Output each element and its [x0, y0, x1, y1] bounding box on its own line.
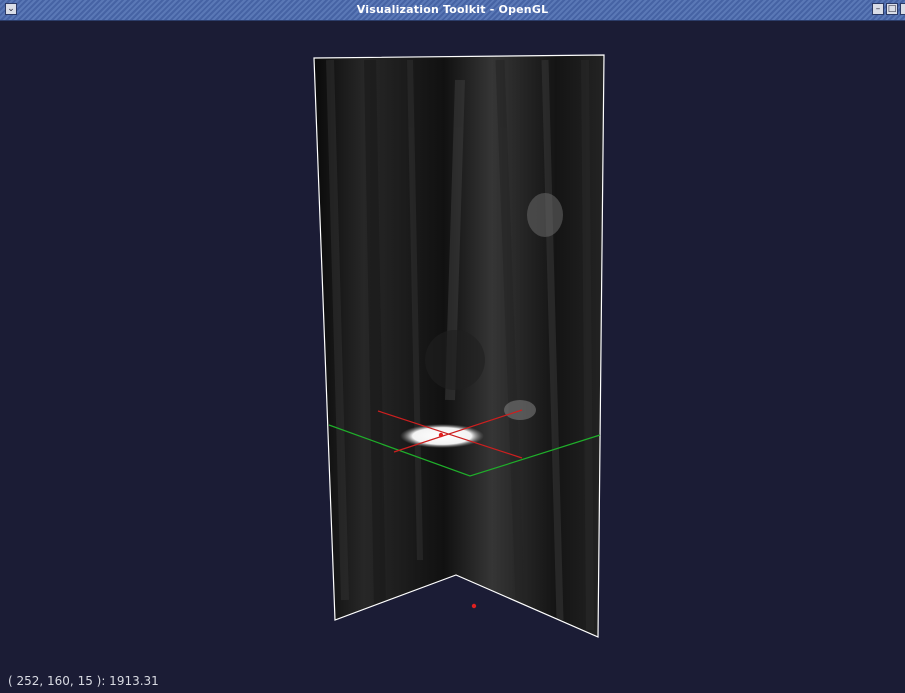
- marker-point: [471, 603, 477, 609]
- maximize-button[interactable]: □: [886, 3, 898, 15]
- chevron-down-icon: ⌄: [7, 4, 15, 14]
- window-menu-button[interactable]: ⌄: [5, 3, 17, 15]
- cursor-axis-line-b: [393, 409, 523, 453]
- probe-value-readout: ( 252, 160, 15 ): 1913.31: [8, 674, 159, 688]
- image-slice-plane[interactable]: [300, 50, 620, 650]
- cursor-point: [438, 432, 444, 438]
- minimize-button[interactable]: –: [872, 3, 884, 15]
- maximize-icon: □: [887, 4, 897, 14]
- title-bar[interactable]: ⌄ Visualization Toolkit - OpenGL – □: [0, 0, 905, 21]
- minimize-icon: –: [875, 4, 881, 14]
- close-button[interactable]: [900, 3, 905, 15]
- cursor-axis-line-a: [377, 410, 523, 459]
- axial-plane-outline: [328, 424, 601, 477]
- window-title: Visualization Toolkit - OpenGL: [356, 3, 549, 16]
